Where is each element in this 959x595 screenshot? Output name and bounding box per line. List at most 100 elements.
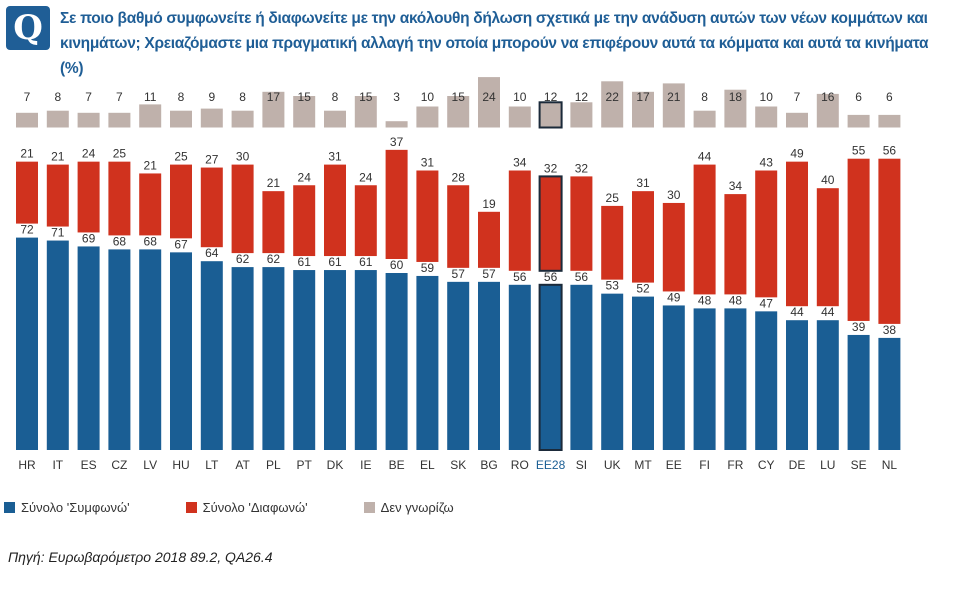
value-label-dont-know: 17 bbox=[636, 90, 650, 104]
legend-item-agree: Σύνολο 'Συμφωνώ' bbox=[4, 500, 130, 515]
value-label-dont-know: 10 bbox=[760, 90, 774, 104]
value-label-disagree: 34 bbox=[513, 156, 527, 170]
value-label-agree: 62 bbox=[236, 252, 250, 266]
bar-disagree bbox=[508, 170, 531, 271]
bar-disagree bbox=[139, 173, 162, 236]
value-label-disagree: 30 bbox=[667, 188, 681, 202]
bar-agree bbox=[16, 237, 38, 450]
bar-dont-know bbox=[139, 104, 162, 128]
value-label-dont-know: 9 bbox=[208, 90, 215, 104]
bar-disagree bbox=[601, 205, 624, 280]
bar-dont-know bbox=[847, 114, 870, 128]
bar-agree bbox=[262, 267, 285, 450]
value-label-dont-know: 8 bbox=[178, 90, 185, 104]
value-label-agree: 69 bbox=[82, 231, 96, 245]
value-label-disagree: 21 bbox=[144, 158, 158, 172]
bar-agree bbox=[724, 308, 747, 450]
bar-dont-know bbox=[662, 83, 685, 128]
bar-disagree bbox=[231, 164, 254, 254]
value-label-disagree: 34 bbox=[729, 179, 743, 193]
bar-disagree bbox=[108, 161, 131, 236]
bar-disagree bbox=[354, 185, 377, 257]
bar-disagree bbox=[447, 185, 470, 268]
question-badge: Q bbox=[6, 6, 50, 50]
value-label-disagree: 25 bbox=[174, 150, 188, 164]
category-label: LV bbox=[143, 458, 157, 472]
legend-item-dont-know: Δεν γνωρίζω bbox=[363, 500, 454, 515]
category-label: SK bbox=[450, 458, 466, 472]
category-label: SE bbox=[851, 458, 867, 472]
bar-agree bbox=[447, 281, 470, 450]
bar-dont-know bbox=[478, 77, 500, 128]
bar-agree bbox=[693, 308, 716, 450]
value-label-disagree: 21 bbox=[20, 147, 34, 161]
value-label-disagree: 24 bbox=[359, 170, 373, 184]
bar-agree bbox=[632, 296, 654, 450]
bar-agree bbox=[354, 270, 377, 450]
value-label-agree: 56 bbox=[544, 270, 558, 284]
bar-agree bbox=[878, 337, 901, 450]
value-label-dont-know: 10 bbox=[421, 90, 435, 104]
category-label: LU bbox=[820, 458, 835, 472]
category-label: IT bbox=[52, 458, 63, 472]
category-label: BG bbox=[480, 458, 497, 472]
bar-agree bbox=[293, 270, 316, 450]
category-label: EL bbox=[420, 458, 435, 472]
category-label: UK bbox=[604, 458, 621, 472]
value-label-disagree: 31 bbox=[328, 150, 342, 164]
stacked-bar-chart: 77221HR87121IT76924ES76825CZ116821LV8672… bbox=[16, 77, 901, 472]
value-label-disagree: 28 bbox=[452, 170, 466, 184]
value-label-agree: 48 bbox=[698, 293, 712, 307]
value-label-agree: 49 bbox=[667, 290, 681, 304]
legend-label-agree: Σύνολο 'Συμφωνώ' bbox=[21, 500, 130, 515]
value-label-dont-know: 7 bbox=[24, 90, 31, 104]
value-label-dont-know: 3 bbox=[393, 90, 400, 104]
bar-agree bbox=[508, 284, 531, 450]
value-label-disagree: 24 bbox=[298, 170, 312, 184]
value-label-agree: 68 bbox=[113, 234, 127, 248]
bar-dont-know bbox=[16, 112, 38, 128]
bar-disagree bbox=[632, 191, 654, 283]
value-label-disagree: 55 bbox=[852, 144, 866, 158]
category-label: PT bbox=[297, 458, 313, 472]
value-label-disagree: 44 bbox=[698, 150, 712, 164]
value-label-dont-know: 10 bbox=[513, 90, 527, 104]
bar-dont-know bbox=[601, 81, 624, 128]
category-label: PL bbox=[266, 458, 281, 472]
bar-agree bbox=[139, 249, 162, 450]
category-label: CZ bbox=[111, 458, 127, 472]
value-label-disagree: 49 bbox=[790, 147, 804, 161]
value-label-disagree: 32 bbox=[544, 161, 558, 175]
value-label-dont-know: 8 bbox=[701, 90, 708, 104]
value-label-agree: 64 bbox=[205, 246, 219, 260]
value-label-agree: 72 bbox=[20, 223, 34, 237]
bar-disagree bbox=[324, 164, 346, 257]
value-label-agree: 48 bbox=[729, 293, 743, 307]
bar-disagree bbox=[693, 164, 716, 295]
bar-dont-know bbox=[108, 112, 131, 128]
bar-dont-know bbox=[170, 110, 192, 128]
bar-dont-know bbox=[538, 101, 563, 129]
bar-agree bbox=[108, 249, 131, 450]
bar-disagree bbox=[46, 164, 69, 227]
value-label-dont-know: 12 bbox=[575, 90, 589, 104]
bar-agree bbox=[416, 275, 439, 450]
bar-dont-know bbox=[46, 110, 69, 128]
bar-dont-know bbox=[293, 96, 316, 128]
bar-disagree bbox=[77, 161, 100, 233]
source-note: Πηγή: Ευρωβαρόμετρο 2018 89.2, QA26.4 bbox=[8, 549, 273, 565]
category-label: FR bbox=[727, 458, 743, 472]
value-label-dont-know: 11 bbox=[144, 90, 157, 104]
value-label-agree: 61 bbox=[298, 255, 312, 269]
category-label: DK bbox=[327, 458, 344, 472]
bar-dont-know bbox=[354, 96, 377, 128]
legend-label-disagree: Σύνολο 'Διαφωνώ' bbox=[202, 500, 308, 515]
bar-dont-know bbox=[632, 91, 654, 128]
value-label-agree: 57 bbox=[482, 267, 496, 281]
bar-agree bbox=[231, 267, 254, 450]
bar-disagree bbox=[262, 191, 285, 254]
value-label-dont-know: 8 bbox=[239, 90, 246, 104]
value-label-dont-know: 6 bbox=[886, 90, 893, 104]
value-label-agree: 52 bbox=[636, 282, 650, 296]
bar-agree bbox=[786, 320, 808, 450]
